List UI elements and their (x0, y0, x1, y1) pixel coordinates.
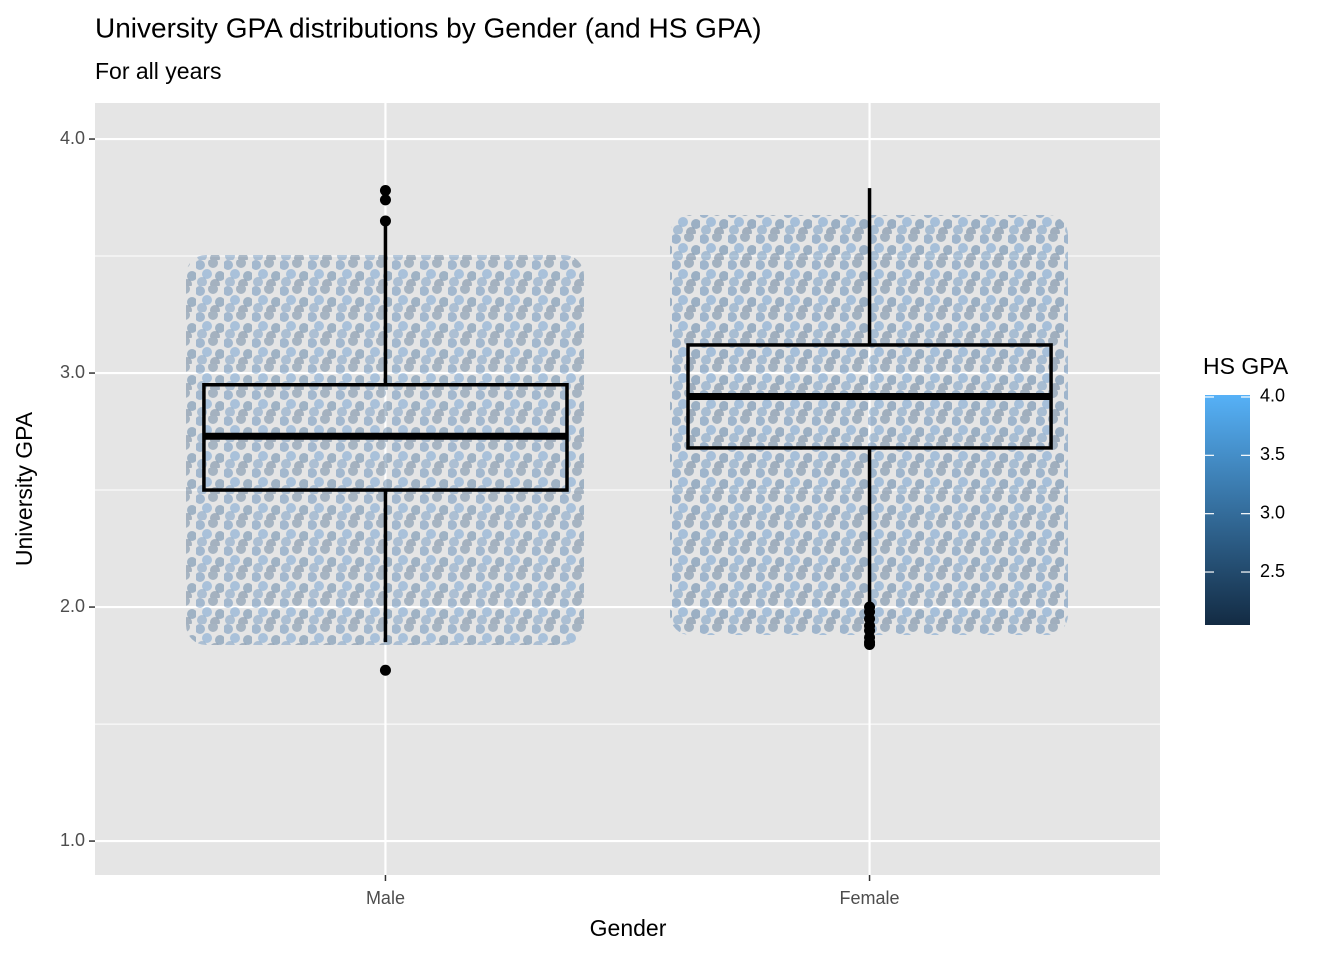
x-tick-label: Female (840, 888, 900, 908)
y-tick-label: 3.0 (60, 362, 85, 382)
outlier (379, 185, 391, 197)
chart-title: University GPA distributions by Gender (… (95, 12, 762, 43)
y-tick-label: 2.0 (60, 596, 85, 616)
outlier (379, 194, 391, 206)
y-axis-label: University GPA (11, 411, 37, 566)
legend-title: HS GPA (1203, 353, 1289, 379)
outlier (379, 215, 391, 227)
y-tick-label: 1.0 (60, 830, 85, 850)
y-tick-label: 4.0 (60, 128, 85, 148)
outlier (379, 664, 391, 676)
jitter-cloud (186, 215, 1068, 645)
colorbar-tick-label: 3.5 (1260, 444, 1285, 464)
colorbar-tick-label: 4.0 (1260, 386, 1285, 406)
colorbar (1205, 395, 1250, 625)
x-tick-label: Male (366, 888, 405, 908)
colorbar-tick-label: 2.5 (1260, 561, 1285, 581)
colorbar-tick-label: 3.0 (1260, 502, 1285, 522)
x-axis-label: Gender (590, 915, 667, 941)
outlier (864, 638, 876, 650)
chart-subtitle: For all years (95, 58, 222, 84)
